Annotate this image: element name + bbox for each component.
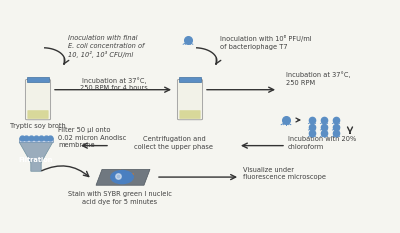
FancyBboxPatch shape: [26, 79, 50, 120]
Text: Incubation with 20%
chloroform: Incubation with 20% chloroform: [288, 136, 356, 150]
Text: Tryptic soy broth: Tryptic soy broth: [10, 123, 66, 130]
FancyBboxPatch shape: [179, 110, 200, 119]
Polygon shape: [96, 169, 150, 185]
FancyBboxPatch shape: [27, 77, 49, 82]
Circle shape: [111, 171, 133, 184]
FancyBboxPatch shape: [179, 77, 201, 82]
Text: Incubation at 37°C,
250 RPM: Incubation at 37°C, 250 RPM: [286, 71, 350, 86]
Text: Filtration: Filtration: [19, 157, 53, 163]
Text: Centrifugation and
collect the upper phase: Centrifugation and collect the upper pha…: [134, 136, 214, 150]
Text: Incubation at 37°C,
250 RPM for 4 hours: Incubation at 37°C, 250 RPM for 4 hours: [80, 77, 148, 91]
FancyBboxPatch shape: [177, 79, 202, 120]
Text: Inoculation with 10⁶ PFU/ml
of bacteriophage T7: Inoculation with 10⁶ PFU/ml of bacteriop…: [220, 35, 312, 50]
Text: Filter 50 µl onto
0.02 micron Anodisc
membrane: Filter 50 µl onto 0.02 micron Anodisc me…: [58, 127, 126, 148]
Text: Visualize under
fluorescence microscope: Visualize under fluorescence microscope: [243, 167, 326, 180]
Text: Stain with SYBR green I nucleic
acid dye for 5 minutes: Stain with SYBR green I nucleic acid dye…: [68, 191, 172, 205]
Text: Inoculation with final
E. coli concentration of
10, 10², 10³ CFU/ml: Inoculation with final E. coli concentra…: [68, 35, 144, 58]
FancyBboxPatch shape: [27, 110, 49, 119]
FancyBboxPatch shape: [19, 138, 53, 142]
Polygon shape: [19, 142, 53, 171]
